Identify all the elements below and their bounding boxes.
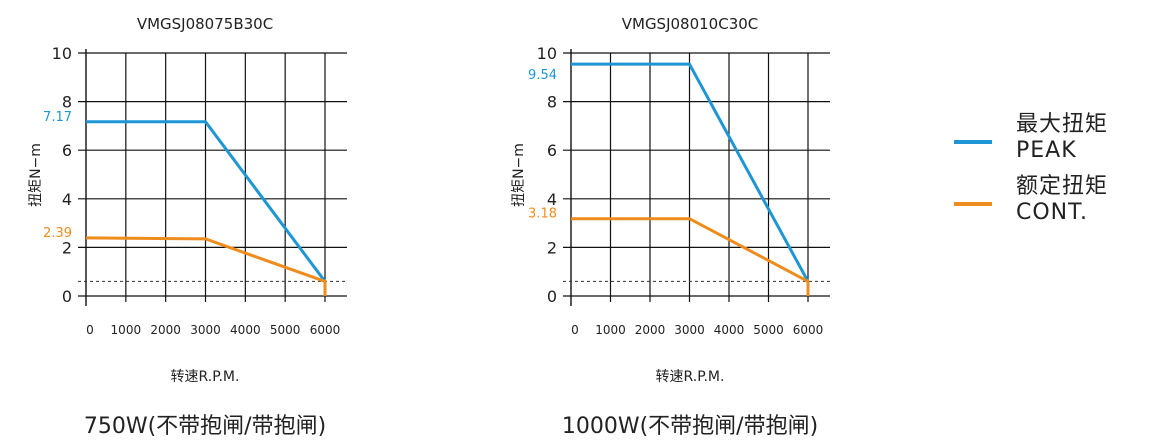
chart-title: VMGSJ08075B30C	[137, 15, 273, 33]
y-tick-label: 0	[62, 287, 72, 306]
y-axis-label: 扭矩N−m	[28, 143, 44, 207]
y-tick-label: 2	[62, 238, 72, 257]
x-tick-label: 1000	[595, 323, 626, 337]
legend-label-cont-en: CONT.	[1016, 200, 1088, 225]
legend-item-cont: 额定扭矩 CONT.	[954, 174, 1154, 236]
x-tick-label: 6000	[793, 323, 824, 337]
legend-label-peak-cn: 最大扭矩	[1016, 112, 1109, 137]
legend-label-cont-cn: 额定扭矩	[1016, 174, 1109, 199]
legend: 最大扭矩 PEAK 额定扭矩 CONT.	[954, 112, 1154, 236]
chart-caption: 1000W(不带抱闸/带抱闸)	[562, 414, 818, 439]
x-tick-label: 2000	[635, 323, 666, 337]
x-tick-label: 1000	[111, 323, 142, 337]
series-line-peak	[86, 120, 327, 283]
value-label-peak: 7.17	[43, 110, 72, 125]
y-tick-label: 10	[52, 44, 72, 63]
x-tick-label: 0	[571, 323, 579, 337]
y-tick-label: 4	[62, 190, 72, 209]
y-axis-label: 扭矩N−m	[511, 143, 527, 207]
x-tick-label: 5000	[270, 323, 301, 337]
x-tick-label: 4000	[230, 323, 261, 337]
legend-swatch-cont	[954, 202, 992, 206]
legend-swatch-peak	[954, 140, 992, 144]
x-tick-label: 3000	[190, 323, 221, 337]
chart-1: VMGSJ08075B30C 0 2 4 6 8 10 0 1000 2000 3000 4000 50…	[28, 15, 347, 439]
y-tick-label: 6	[62, 141, 72, 160]
legend-label-peak-en: PEAK	[1016, 138, 1077, 163]
legend-item-peak: 最大扭矩 PEAK	[954, 112, 1154, 174]
chart-2: VMGSJ08010C30C 0 2 4 6 8 10 0 1000 2000 3000 4000 50…	[511, 15, 830, 439]
y-tick-label: 0	[547, 287, 557, 306]
x-axis-label: 转速R.P.M.	[656, 369, 725, 385]
x-tick-label: 5000	[753, 323, 784, 337]
value-label-peak: 9.54	[528, 68, 557, 83]
value-label-cont: 3.18	[528, 207, 557, 222]
chart-title: VMGSJ08010C30C	[622, 15, 759, 33]
x-tick-label: 0	[86, 323, 94, 337]
x-tick-label: 3000	[674, 323, 705, 337]
chart-caption: 750W(不带抱闸/带抱闸)	[84, 414, 326, 439]
series-line-cont	[571, 217, 810, 296]
x-tick-label: 4000	[714, 323, 745, 337]
y-tick-label: 6	[547, 141, 557, 160]
x-axis-label: 转速R.P.M.	[171, 369, 240, 385]
y-tick-label: 2	[547, 238, 557, 257]
y-tick-label: 10	[537, 44, 557, 63]
series-line-cont	[85, 236, 327, 296]
y-tick-label: 8	[547, 93, 557, 112]
value-label-cont: 2.39	[43, 226, 72, 241]
y-tick-label: 8	[62, 93, 72, 112]
x-tick-label: 2000	[150, 323, 181, 337]
y-tick-label: 4	[547, 190, 557, 209]
series-line-peak	[571, 62, 810, 283]
x-tick-label: 6000	[310, 323, 341, 337]
